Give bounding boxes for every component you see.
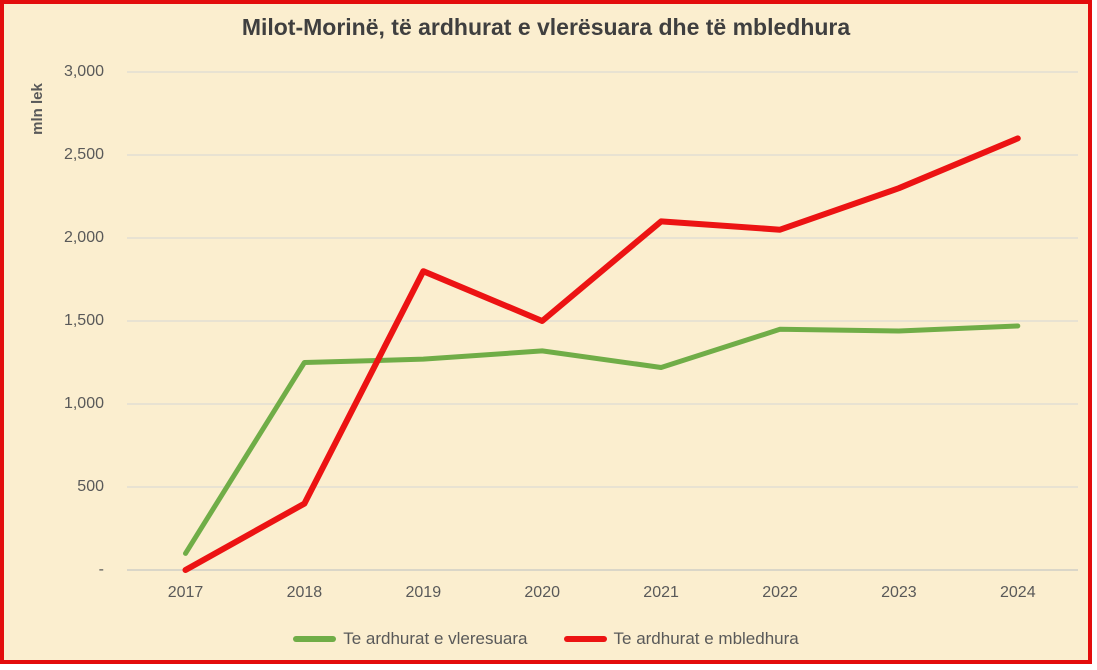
legend: Te ardhurat e vleresuara Te ardhurat e mb… [0, 629, 1092, 649]
y-tick-label: 1,000 [63, 395, 104, 412]
x-tick-label: 2017 [167, 584, 204, 601]
x-tick-label: 2020 [524, 584, 560, 601]
y-tick-label: 500 [77, 478, 104, 495]
series-line-te-ardhurat-e-vleresuara [183, 323, 1021, 556]
legend-item: Te ardhurat e mbledhura [563, 629, 799, 649]
legend-item: Te ardhurat e vleresuara [293, 629, 528, 649]
chart-title: Milot-Morinë, të ardhurat e vlerësuara d… [241, 14, 851, 40]
x-tick-label: 2018 [286, 584, 323, 601]
x-tick-label: 2019 [405, 584, 442, 601]
y-tick-label: 3,000 [63, 63, 104, 80]
y-tick-label: - [98, 561, 104, 578]
x-tick-label: 2022 [762, 584, 798, 601]
x-tick-label: 2024 [1000, 584, 1036, 601]
legend-swatch [563, 636, 607, 642]
legend-swatch [293, 636, 337, 642]
x-tick-label: 2023 [881, 584, 917, 601]
x-tick-label: 2021 [643, 584, 679, 601]
series-line-te-ardhurat-e-mbledhura [182, 135, 1021, 573]
y-tick-label: 2,000 [63, 229, 104, 246]
legend-label: Te ardhurat e mbledhura [613, 629, 799, 648]
y-tick-label: 1,500 [63, 312, 104, 329]
legend-label: Te ardhurat e vleresuara [343, 629, 528, 648]
y-tick-label: 2,500 [63, 146, 104, 163]
